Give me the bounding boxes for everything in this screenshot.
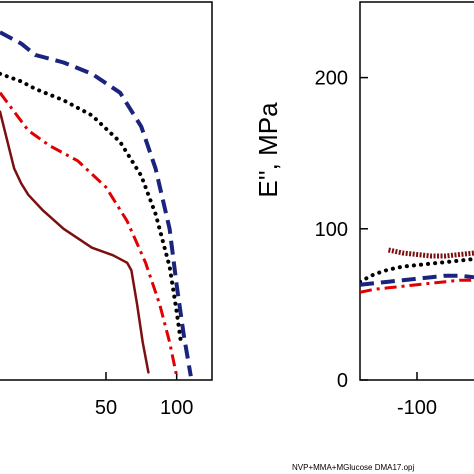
right-plot: -100 0 100 200 E'', MPa [253, 1, 474, 419]
right-x-tick-label: -100 [397, 397, 437, 419]
left-x-tick-label: 100 [160, 397, 193, 419]
left-series-line-4 [0, 110, 150, 374]
left-x-ticks: 50 100 [95, 372, 193, 419]
right-series-line-1 [387, 247, 474, 259]
left-series-line-2 [0, 71, 183, 345]
left-series-group [0, 30, 193, 377]
left-x-tick-label: 50 [95, 397, 117, 419]
right-axes-frame [359, 1, 474, 381]
left-plot: 50 100 [0, 1, 213, 419]
right-ticks: -100 0 100 200 [315, 68, 437, 419]
left-series-line-1 [0, 30, 193, 377]
right-series-group [360, 247, 474, 294]
footer-filename: NVP+MMA+MGlucose DMA17.opj [292, 463, 414, 472]
left-series-line-3 [0, 91, 179, 377]
right-series-line-4 [360, 278, 474, 294]
right-y-tick-label: 200 [315, 68, 348, 90]
right-y-axis-title: E'', MPa [253, 102, 283, 198]
right-y-tick-label: 100 [315, 219, 348, 241]
left-axes-frame [0, 1, 213, 381]
right-series-line-3 [360, 273, 474, 287]
right-series-line-2 [360, 257, 474, 284]
right-y-tick-label: 0 [337, 370, 348, 392]
